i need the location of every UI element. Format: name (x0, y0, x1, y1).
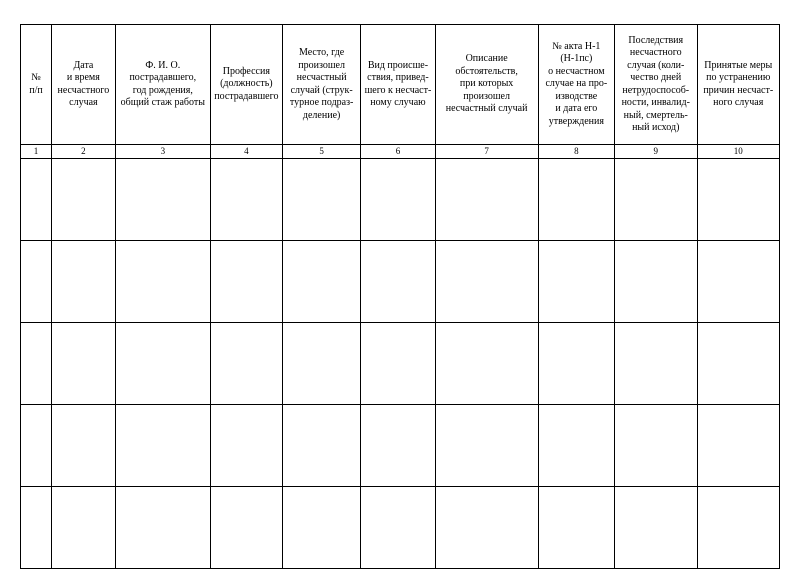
table-cell (51, 405, 115, 487)
table-cell (697, 405, 780, 487)
table-cell (210, 323, 282, 405)
table-cell (21, 159, 52, 241)
column-number-3: 3 (115, 145, 210, 159)
column-number-1: 1 (21, 145, 52, 159)
column-header-4: Профессия(должность)пострадавшего (210, 25, 282, 145)
column-header-1: №п/п (21, 25, 52, 145)
table-cell (615, 487, 698, 569)
table-cell (435, 405, 538, 487)
table-row (21, 241, 780, 323)
table-cell (538, 323, 614, 405)
table-cell (697, 241, 780, 323)
table-cell (282, 487, 360, 569)
table-cell (115, 487, 210, 569)
column-number-5: 5 (282, 145, 360, 159)
column-number-row: 12345678910 (21, 145, 780, 159)
table-cell (51, 159, 115, 241)
table-cell (21, 487, 52, 569)
column-header-3: Ф. И. О.пострадавшего,год рождения,общий… (115, 25, 210, 145)
table-cell (615, 405, 698, 487)
table-cell (615, 241, 698, 323)
table-cell (538, 487, 614, 569)
table-cell (615, 323, 698, 405)
page: №п/пДатаи времянесчастногослучаяФ. И. О.… (0, 0, 800, 574)
table-cell (538, 159, 614, 241)
table-cell (115, 241, 210, 323)
table-cell (282, 405, 360, 487)
table-row (21, 405, 780, 487)
column-header-6: Вид происше-ствия, привед-шего к несчаст… (361, 25, 435, 145)
table-row (21, 323, 780, 405)
table-cell (361, 487, 435, 569)
column-header-10: Принятые мерыпо устранениюпричин несчаст… (697, 25, 780, 145)
column-number-9: 9 (615, 145, 698, 159)
table-cell (361, 405, 435, 487)
column-number-2: 2 (51, 145, 115, 159)
table-cell (282, 323, 360, 405)
table-cell (697, 159, 780, 241)
column-number-4: 4 (210, 145, 282, 159)
table-cell (282, 159, 360, 241)
table-cell (210, 487, 282, 569)
table-cell (282, 241, 360, 323)
table-row (21, 487, 780, 569)
table-cell (210, 241, 282, 323)
table-cell (697, 323, 780, 405)
accident-log-table: №п/пДатаи времянесчастногослучаяФ. И. О.… (20, 24, 780, 569)
header-row: №п/пДатаи времянесчастногослучаяФ. И. О.… (21, 25, 780, 145)
column-number-6: 6 (361, 145, 435, 159)
table-cell (435, 323, 538, 405)
column-number-8: 8 (538, 145, 614, 159)
table-cell (21, 323, 52, 405)
column-header-8: № акта Н-1(Н-1пс)о несчастномслучае на п… (538, 25, 614, 145)
table-cell (115, 323, 210, 405)
table-cell (21, 241, 52, 323)
column-header-5: Место, гдепроизошелнесчастныйслучай (стр… (282, 25, 360, 145)
column-header-9: Последствиянесчастногослучая (коли-честв… (615, 25, 698, 145)
table-cell (21, 405, 52, 487)
column-header-2: Датаи времянесчастногослучая (51, 25, 115, 145)
table-cell (361, 241, 435, 323)
table-row (21, 159, 780, 241)
table-cell (538, 241, 614, 323)
table-cell (361, 159, 435, 241)
table-cell (697, 487, 780, 569)
table-body (21, 159, 780, 569)
table-cell (435, 159, 538, 241)
table-cell (115, 405, 210, 487)
table-cell (51, 487, 115, 569)
column-number-10: 10 (697, 145, 780, 159)
table-cell (115, 159, 210, 241)
table-cell (210, 405, 282, 487)
table-cell (615, 159, 698, 241)
table-cell (361, 323, 435, 405)
column-number-7: 7 (435, 145, 538, 159)
column-header-7: Описаниеобстоятельств,при которыхпроизош… (435, 25, 538, 145)
table-cell (435, 241, 538, 323)
table-cell (538, 405, 614, 487)
table-cell (51, 241, 115, 323)
table-cell (435, 487, 538, 569)
table-cell (210, 159, 282, 241)
table-cell (51, 323, 115, 405)
